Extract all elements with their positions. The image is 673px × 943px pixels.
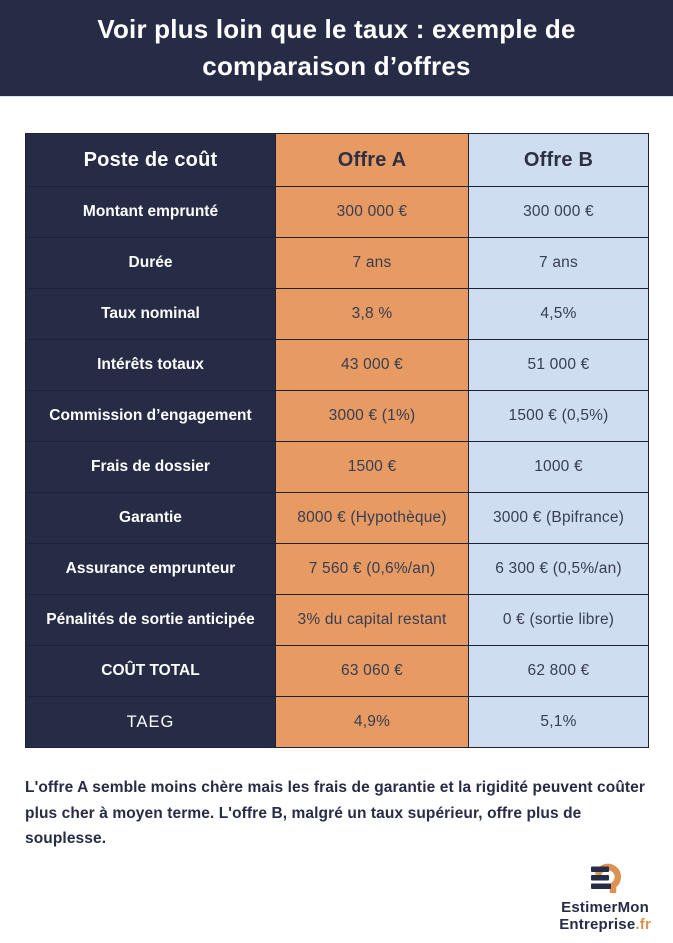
row-label-cell: Frais de dossier xyxy=(25,441,276,493)
table-row: Pénalités de sortie anticipée 3% du capi… xyxy=(25,594,649,646)
offer-a-cell: 8000 € (Hypothèque) xyxy=(275,492,469,544)
row-label-cell: Garantie xyxy=(25,492,276,544)
table-row: Taux nominal 3,8 % 4,5% xyxy=(25,288,649,340)
offer-a-cell: 7 ans xyxy=(275,237,469,289)
offer-a-cell: 3000 € (1%) xyxy=(275,390,469,442)
table-row: Assurance emprunteur 7 560 € (0,6%/an) 6… xyxy=(25,543,649,595)
offer-b-cell: 3000 € (Bpifrance) xyxy=(468,492,649,544)
title-banner: Voir plus loin que le taux : exemple de … xyxy=(0,0,673,97)
row-label-cell: Pénalités de sortie anticipée xyxy=(25,594,276,646)
row-label-cell: Assurance emprunteur xyxy=(25,543,276,595)
offer-a-cell: 4,9% xyxy=(275,696,469,748)
row-label-cell: Taux nominal xyxy=(25,288,276,340)
table-row: Commission d’engagement 3000 € (1%) 1500… xyxy=(25,390,649,442)
offer-b-cell: 1500 € (0,5%) xyxy=(468,390,649,442)
row-label-cell: Intérêts totaux xyxy=(25,339,276,391)
brand-name-line1: EstimerMon xyxy=(561,899,650,916)
brand-tld: .fr xyxy=(635,915,651,933)
offer-b-cell: 6 300 € (0,5%/an) xyxy=(468,543,649,595)
offer-b-cell: 0 € (sortie libre) xyxy=(468,594,649,646)
table-row: Montant emprunté 300 000 € 300 000 € xyxy=(25,186,649,238)
brand-logo: EstimerMon Entreprise.fr xyxy=(559,857,651,933)
offer-b-cell: 300 000 € xyxy=(468,186,649,238)
row-label-cell: Montant emprunté xyxy=(25,186,276,238)
table-row: Durée 7 ans 7 ans xyxy=(25,237,649,289)
offer-a-cell: 43 000 € xyxy=(275,339,469,391)
conclusion-note: L'offre A semble moins chère mais les fr… xyxy=(25,779,646,847)
comparison-table: Poste de coût Offre A Offre B Montant em… xyxy=(25,133,649,748)
table-row: Frais de dossier 1500 € 1000 € xyxy=(25,441,649,493)
offer-b-cell: 1000 € xyxy=(468,441,649,493)
offer-a-cell: 300 000 € xyxy=(275,186,469,238)
column-header-offer-a: Offre A xyxy=(275,133,469,187)
offer-b-cell: 5,1% xyxy=(468,696,649,748)
offer-a-cell: 3% du capital restant xyxy=(275,594,469,646)
table-row-taeg: TAEG 4,9% 5,1% xyxy=(25,696,649,748)
offer-b-cell: 51 000 € xyxy=(468,339,649,391)
brand-name: EstimerMon Entreprise.fr xyxy=(559,899,651,933)
column-header-offer-b: Offre B xyxy=(468,133,649,187)
offer-b-cell: 7 ans xyxy=(468,237,649,289)
table-row: Intérêts totaux 43 000 € 51 000 € xyxy=(25,339,649,391)
offer-b-cell: 4,5% xyxy=(468,288,649,340)
page-title: Voir plus loin que le taux : exemple de … xyxy=(97,14,576,81)
row-label-cell: COÛT TOTAL xyxy=(25,645,276,697)
offer-a-cell: 7 560 € (0,6%/an) xyxy=(275,543,469,595)
table-row: Garantie 8000 € (Hypothèque) 3000 € (Bpi… xyxy=(25,492,649,544)
table-row-total: COÛT TOTAL 63 060 € 62 800 € xyxy=(25,645,649,697)
estimermonentreprise-logo-icon xyxy=(591,863,622,893)
offer-a-cell: 1500 € xyxy=(275,441,469,493)
offer-b-cell: 62 800 € xyxy=(468,645,649,697)
table-header-row: Poste de coût Offre A Offre B xyxy=(25,133,649,187)
brand-name-line2: Entreprise.fr xyxy=(559,915,651,933)
row-label-cell: Durée xyxy=(25,237,276,289)
offer-a-cell: 3,8 % xyxy=(275,288,469,340)
row-label-cell: TAEG xyxy=(25,696,276,748)
offer-a-cell: 63 060 € xyxy=(275,645,469,697)
row-label-cell: Commission d’engagement xyxy=(25,390,276,442)
column-header-cost-item: Poste de coût xyxy=(25,133,276,187)
